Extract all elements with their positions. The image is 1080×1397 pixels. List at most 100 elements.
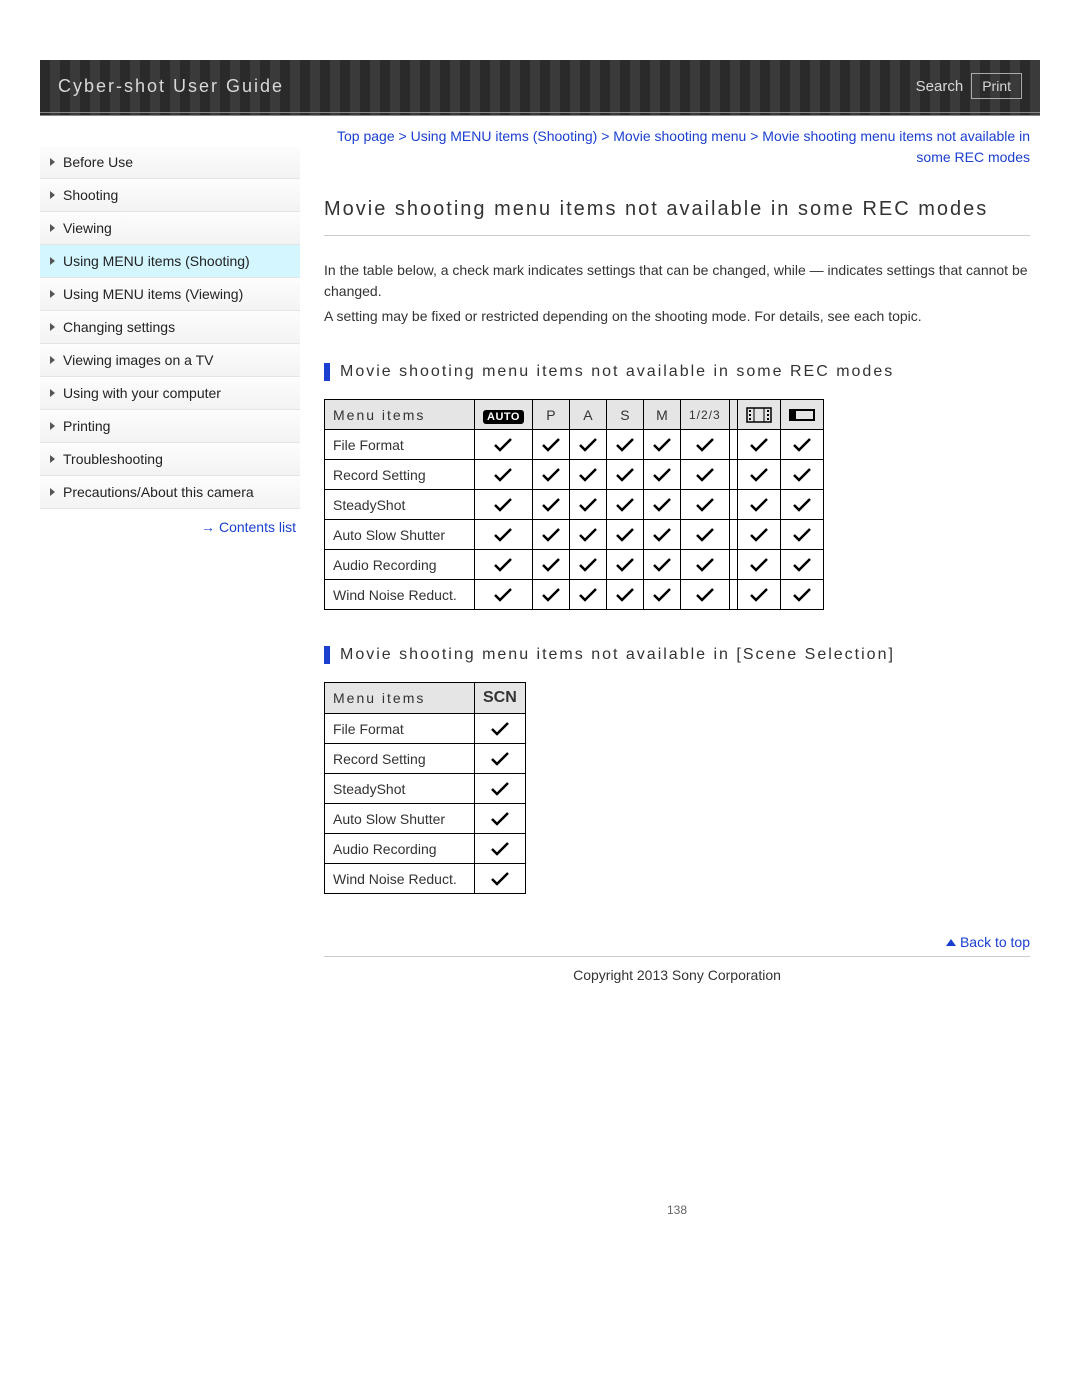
cell <box>475 864 526 894</box>
sidebar-item-label: Viewing <box>63 220 112 236</box>
cell <box>729 490 737 520</box>
cell <box>606 490 643 520</box>
footer-rule <box>324 956 1030 957</box>
cell <box>606 580 643 610</box>
sidebar-item-4[interactable]: Using MENU items (Viewing) <box>40 278 300 311</box>
page-number: 138 <box>324 1203 1030 1217</box>
cell <box>780 430 823 460</box>
cell <box>643 520 680 550</box>
table-row: File Format <box>325 714 526 744</box>
chevron-right-icon <box>50 422 55 430</box>
cell <box>680 490 729 520</box>
cell <box>737 460 780 490</box>
search-link[interactable]: Search <box>916 78 964 95</box>
copyright: Copyright 2013 Sony Corporation <box>324 967 1030 983</box>
table-row: Wind Noise Reduct. <box>325 580 824 610</box>
cell <box>569 520 606 550</box>
sidebar-item-7[interactable]: Using with your computer <box>40 377 300 410</box>
sidebar-item-2[interactable]: Viewing <box>40 212 300 245</box>
cell <box>475 520 533 550</box>
cell <box>729 430 737 460</box>
cell <box>532 580 569 610</box>
header-actions: Search Print <box>916 73 1022 99</box>
breadcrumb[interactable]: Top page > Using MENU items (Shooting) >… <box>324 126 1030 168</box>
sidebar-item-0[interactable]: Before Use <box>40 146 300 179</box>
cell <box>737 550 780 580</box>
cell <box>729 580 737 610</box>
contents-list-link[interactable]: →Contents list <box>40 509 300 535</box>
mode-head-film <box>737 400 780 430</box>
cell <box>680 460 729 490</box>
cell <box>475 580 533 610</box>
cell <box>606 520 643 550</box>
cell <box>532 550 569 580</box>
cell <box>475 774 526 804</box>
mode-head-1/2/3: 1/2/3 <box>680 400 729 430</box>
row-label: SteadyShot <box>325 490 475 520</box>
cell <box>643 550 680 580</box>
back-to-top[interactable]: Back to top <box>324 934 1030 950</box>
mode-head-A: A <box>569 400 606 430</box>
cell <box>780 490 823 520</box>
table-row: Wind Noise Reduct. <box>325 864 526 894</box>
row-label: Audio Recording <box>325 834 475 864</box>
sidebar-item-label: Using MENU items (Shooting) <box>63 253 250 269</box>
chevron-right-icon <box>50 488 55 496</box>
cell <box>475 460 533 490</box>
cell <box>569 460 606 490</box>
sidebar-item-3[interactable]: Using MENU items (Shooting) <box>40 245 300 278</box>
cell <box>737 580 780 610</box>
header-title: Cyber-shot User Guide <box>58 76 916 97</box>
page-title: Movie shooting menu items not available … <box>324 198 1030 236</box>
chevron-right-icon <box>50 191 55 199</box>
col-header-menu-items: Menu items <box>325 400 475 430</box>
sidebar-item-6[interactable]: Viewing images on a TV <box>40 344 300 377</box>
cell <box>475 714 526 744</box>
mode-head-blank <box>729 400 737 430</box>
table-row: Auto Slow Shutter <box>325 520 824 550</box>
sidebar-item-label: Using MENU items (Viewing) <box>63 286 243 302</box>
cell <box>532 430 569 460</box>
sidebar-item-8[interactable]: Printing <box>40 410 300 443</box>
cell <box>780 520 823 550</box>
cell <box>569 580 606 610</box>
section2-title: Movie shooting menu items not available … <box>324 646 1030 664</box>
mode-head-panorama <box>780 400 823 430</box>
sidebar-item-1[interactable]: Shooting <box>40 179 300 212</box>
row-label: Auto Slow Shutter <box>325 804 475 834</box>
mode-head-S: S <box>606 400 643 430</box>
cell <box>737 490 780 520</box>
row-label: Wind Noise Reduct. <box>325 864 475 894</box>
sidebar-item-5[interactable]: Changing settings <box>40 311 300 344</box>
cell <box>729 460 737 490</box>
chevron-right-icon <box>50 455 55 463</box>
row-label: Record Setting <box>325 460 475 490</box>
sidebar-item-label: Using with your computer <box>63 385 221 401</box>
cell <box>780 580 823 610</box>
sidebar-item-10[interactable]: Precautions/About this camera <box>40 476 300 509</box>
chevron-right-icon <box>50 158 55 166</box>
row-label: File Format <box>325 430 475 460</box>
col-header-menu-items: Menu items <box>325 683 475 714</box>
sidebar: Before UseShooting Viewing Using MENU item… <box>40 126 300 1217</box>
cell <box>737 520 780 550</box>
row-label: Wind Noise Reduct. <box>325 580 475 610</box>
header-bar: Cyber-shot User Guide Search Print <box>40 60 1040 116</box>
table-row: Audio Recording <box>325 550 824 580</box>
row-label: SteadyShot <box>325 774 475 804</box>
table-scene-selection: Menu itemsSCN File FormatRecord SettingS… <box>324 682 526 894</box>
contents-list-label: Contents list <box>219 519 296 535</box>
row-label: File Format <box>325 714 475 744</box>
cell <box>780 550 823 580</box>
cell <box>680 580 729 610</box>
chevron-right-icon <box>50 224 55 232</box>
sidebar-item-9[interactable]: Troubleshooting <box>40 443 300 476</box>
section1-title: Movie shooting menu items not available … <box>324 363 1030 381</box>
cell <box>606 430 643 460</box>
cell <box>569 430 606 460</box>
table-row: Record Setting <box>325 744 526 774</box>
chevron-right-icon <box>50 290 55 298</box>
row-label: Auto Slow Shutter <box>325 520 475 550</box>
sidebar-item-label: Precautions/About this camera <box>63 484 254 500</box>
print-button[interactable]: Print <box>971 73 1022 99</box>
